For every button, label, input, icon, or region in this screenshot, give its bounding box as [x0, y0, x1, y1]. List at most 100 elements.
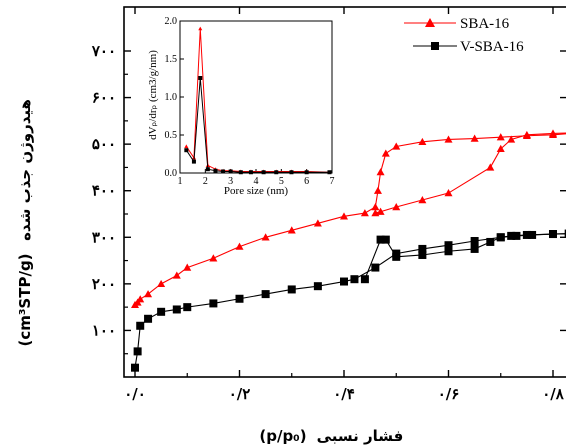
inset-data-point	[184, 144, 189, 148]
series-line	[134, 133, 566, 306]
data-point	[235, 242, 244, 250]
x-axis-title-persian: فشار نسبی	[317, 427, 404, 445]
inset-data-point	[205, 167, 210, 172]
x-tick-label: ۰/۰	[124, 385, 146, 403]
x-tick-label: ۰/۶	[438, 385, 460, 403]
legend-label-vsba16: V-SBA-16	[460, 39, 524, 55]
data-point	[340, 212, 348, 220]
data-point	[496, 233, 505, 242]
data-point	[496, 144, 505, 152]
data-point	[486, 237, 495, 246]
data-point	[172, 305, 181, 314]
data-point	[376, 207, 385, 215]
inset-data-point	[221, 169, 226, 174]
data-point	[172, 271, 181, 279]
inset-x-tick-label: 7	[330, 176, 335, 187]
inset-data-point	[213, 168, 218, 173]
main-plot-frame	[123, 6, 566, 378]
legend-marker-sba16	[425, 18, 435, 27]
series-line	[134, 233, 566, 368]
inset-data-point	[289, 170, 294, 175]
data-point	[360, 209, 369, 217]
inset-series-line	[185, 77, 330, 173]
inset-y-label-group: dVₚ/drₚ (cm3/g/nm)	[147, 50, 159, 140]
data-point	[313, 282, 322, 291]
data-point	[444, 241, 453, 250]
data-point	[418, 137, 427, 146]
inset-data-point	[184, 148, 189, 153]
data-point	[209, 299, 218, 308]
inset-data-point	[248, 170, 253, 175]
y-tick-label: ۶۰۰	[92, 89, 116, 107]
data-point	[287, 226, 296, 234]
inset-x-tick-label: 5	[279, 176, 284, 187]
data-point	[340, 277, 348, 286]
y-axis-title-group: هیدروژن جذب شده	[16, 99, 34, 241]
data-point	[381, 235, 390, 244]
data-point	[496, 133, 505, 141]
data-point	[371, 263, 380, 272]
inset-x-label: Pore size (nm)	[224, 185, 288, 197]
data-point	[470, 134, 479, 142]
inset-data-point	[198, 26, 203, 31]
data-point	[157, 307, 166, 316]
legend-marker-vsba16	[431, 42, 439, 50]
data-point	[549, 129, 557, 137]
main-series-group	[131, 129, 566, 372]
y-tick-label: ۵۰۰	[92, 135, 116, 153]
data-point	[444, 247, 453, 256]
inset-y-tick-label: 0.5	[165, 130, 178, 141]
data-point	[313, 219, 322, 227]
inset-series-group	[184, 26, 332, 175]
data-point	[444, 135, 453, 143]
y-tick-label: ۲۰۰	[92, 275, 116, 293]
inset-data-point	[261, 170, 266, 175]
x-tick-label: ۰/۲	[229, 385, 251, 403]
data-point	[522, 130, 531, 139]
inset-y-tick-label: 2.0	[165, 16, 178, 27]
data-point	[136, 295, 145, 303]
inset-data-point	[198, 76, 203, 80]
x-tick-label: ۰/۸	[542, 385, 565, 403]
data-point	[444, 189, 453, 197]
data-point	[131, 363, 139, 372]
data-point	[287, 285, 296, 294]
data-point	[392, 203, 401, 211]
data-point	[549, 230, 557, 239]
inset-x-tick-label: 2	[203, 176, 208, 187]
data-point	[133, 347, 142, 356]
data-point	[486, 163, 495, 171]
y-axis-unit-group: (cm³STP/g)	[16, 253, 34, 346]
data-point	[360, 275, 369, 284]
data-point	[371, 209, 380, 217]
main-axes: ۰/۰ ۰/۲ ۰/۴ ۰/۶ ۰/۸ ۱۰۰ ۲۰۰ ۳۰۰ ۴۰۰ ۵۰۰ ۶۰۰ ۷۰۰	[91, 7, 566, 403]
data-point	[235, 294, 244, 303]
inset-data-point	[238, 170, 243, 175]
data-point	[183, 303, 192, 312]
data-point	[371, 203, 380, 211]
y-tick-label: ۳۰۰	[92, 228, 116, 246]
data-point	[136, 321, 145, 330]
y-tick-label: ۷۰۰	[91, 42, 116, 60]
data-point	[418, 244, 427, 253]
x-tick-label: ۰/۴	[333, 385, 355, 403]
inset-data-point	[304, 170, 309, 175]
inset-data-point	[327, 170, 332, 175]
data-point	[418, 250, 427, 259]
data-point	[507, 231, 516, 240]
data-point	[209, 254, 218, 262]
data-point	[261, 290, 270, 299]
data-point	[507, 135, 516, 143]
inset-data-point	[274, 170, 279, 175]
inset-y-tick-label: 1.0	[165, 92, 178, 103]
inset-x-tick-label: 1	[178, 176, 183, 187]
inset-y-label: dVₚ/drₚ (cm3/g/nm)	[147, 50, 159, 140]
inset-x-tick-label: 6	[304, 176, 309, 187]
inset-x-tick-label: 3	[228, 176, 233, 187]
inset-y-tick-label: 0.0	[165, 168, 178, 179]
x-axis-title-unit: (p/p₀)	[259, 427, 306, 445]
inset-axes: 1 2 3 4 5 6 7 0.0 0.5 1.0 1.5 2.0	[165, 16, 335, 187]
data-point	[376, 168, 385, 176]
inset-data-point	[228, 169, 233, 174]
